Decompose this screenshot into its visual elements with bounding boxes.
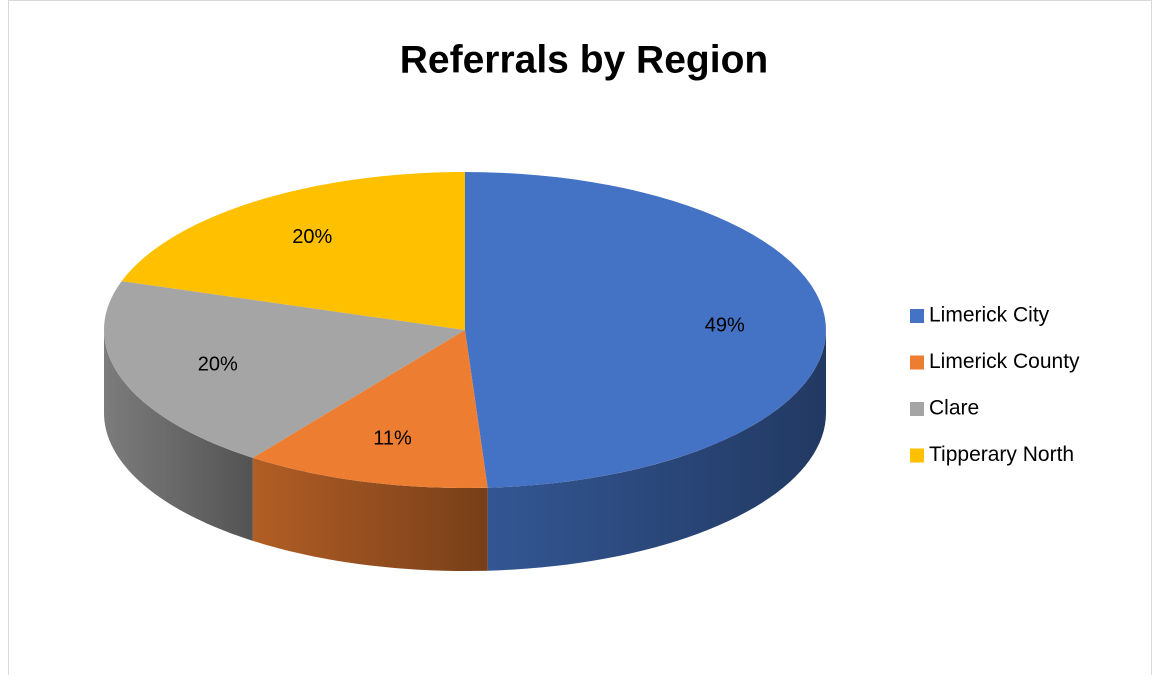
legend-swatch: [910, 448, 924, 463]
legend-label: Limerick City: [929, 304, 1050, 327]
slice: [465, 172, 826, 488]
legend-swatch: [910, 355, 924, 370]
data-label: 11%: [373, 428, 412, 450]
legend-label: Clare: [929, 397, 979, 420]
slice-side: [487, 330, 826, 571]
data-label: 20%: [198, 353, 238, 375]
chart-title: Referrals by Region: [400, 38, 768, 81]
data-label: 20%: [292, 226, 332, 248]
slice-side: [104, 330, 253, 541]
slice: [104, 281, 465, 458]
slice-side: [252, 457, 488, 571]
data-label: 49%: [705, 315, 745, 337]
slice: [252, 330, 488, 488]
slice: [121, 172, 466, 330]
legend-label: Tipperary North: [929, 443, 1074, 466]
legend-label: Limerick County: [929, 350, 1080, 373]
legend-swatch: [910, 309, 924, 323]
legend-swatch: [910, 402, 924, 416]
